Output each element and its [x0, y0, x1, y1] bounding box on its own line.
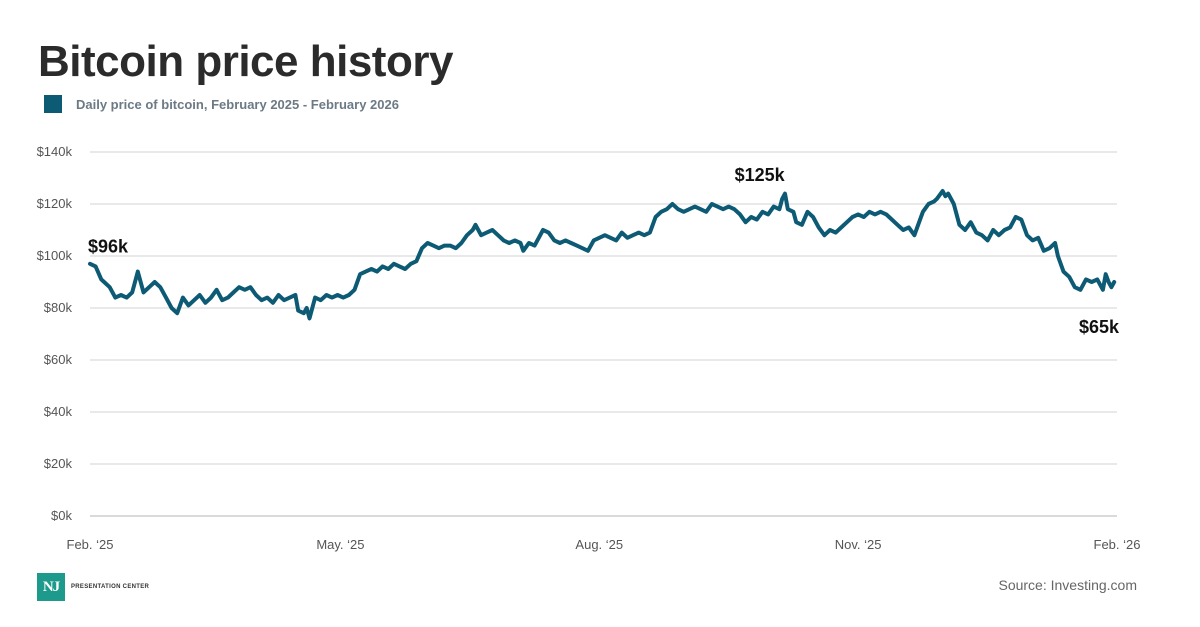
- series: [88, 189, 1117, 321]
- x-tick-label: Nov. ‘25: [835, 537, 882, 552]
- annotations: $96k $125k $65k: [88, 165, 1120, 337]
- legend-swatch: [44, 95, 62, 113]
- grid: [90, 151, 1117, 517]
- y-axis: $0k $20k $40k $60k $80k $100k $120k $140k: [37, 144, 73, 523]
- legend-label: Daily price of bitcoin, February 2025 - …: [76, 96, 399, 112]
- x-tick-label: Feb. ‘26: [1094, 537, 1141, 552]
- legend: Daily price of bitcoin, February 2025 - …: [44, 95, 399, 113]
- logo-mark: NJ: [37, 573, 65, 601]
- y-tick-label: $20k: [44, 456, 73, 471]
- x-tick-label: Aug. ‘25: [575, 537, 623, 552]
- y-tick-label: $40k: [44, 404, 73, 419]
- y-tick-label: $0k: [51, 508, 72, 523]
- y-tick-label: $120k: [37, 196, 73, 211]
- data-label: $65k: [1079, 317, 1120, 337]
- y-tick-label: $60k: [44, 352, 73, 367]
- chart-title: Bitcoin price history: [38, 37, 453, 86]
- series-line: [88, 189, 1117, 321]
- brand-logo: NJ PRESENTATION CENTER: [37, 573, 149, 601]
- data-label: $96k: [88, 236, 129, 256]
- source-note: Source: Investing.com: [998, 577, 1137, 593]
- data-label: $125k: [735, 165, 786, 185]
- y-tick-label: $140k: [37, 144, 73, 159]
- y-tick-label: $80k: [44, 300, 73, 315]
- x-tick-label: May. ‘25: [316, 537, 364, 552]
- logo-text: PRESENTATION CENTER: [71, 584, 150, 590]
- y-tick-label: $100k: [37, 248, 73, 263]
- x-axis: Feb. ‘25 May. ‘25 Aug. ‘25 Nov. ‘25 Feb. ‘26: [67, 537, 1141, 552]
- x-tick-label: Feb. ‘25: [67, 537, 114, 552]
